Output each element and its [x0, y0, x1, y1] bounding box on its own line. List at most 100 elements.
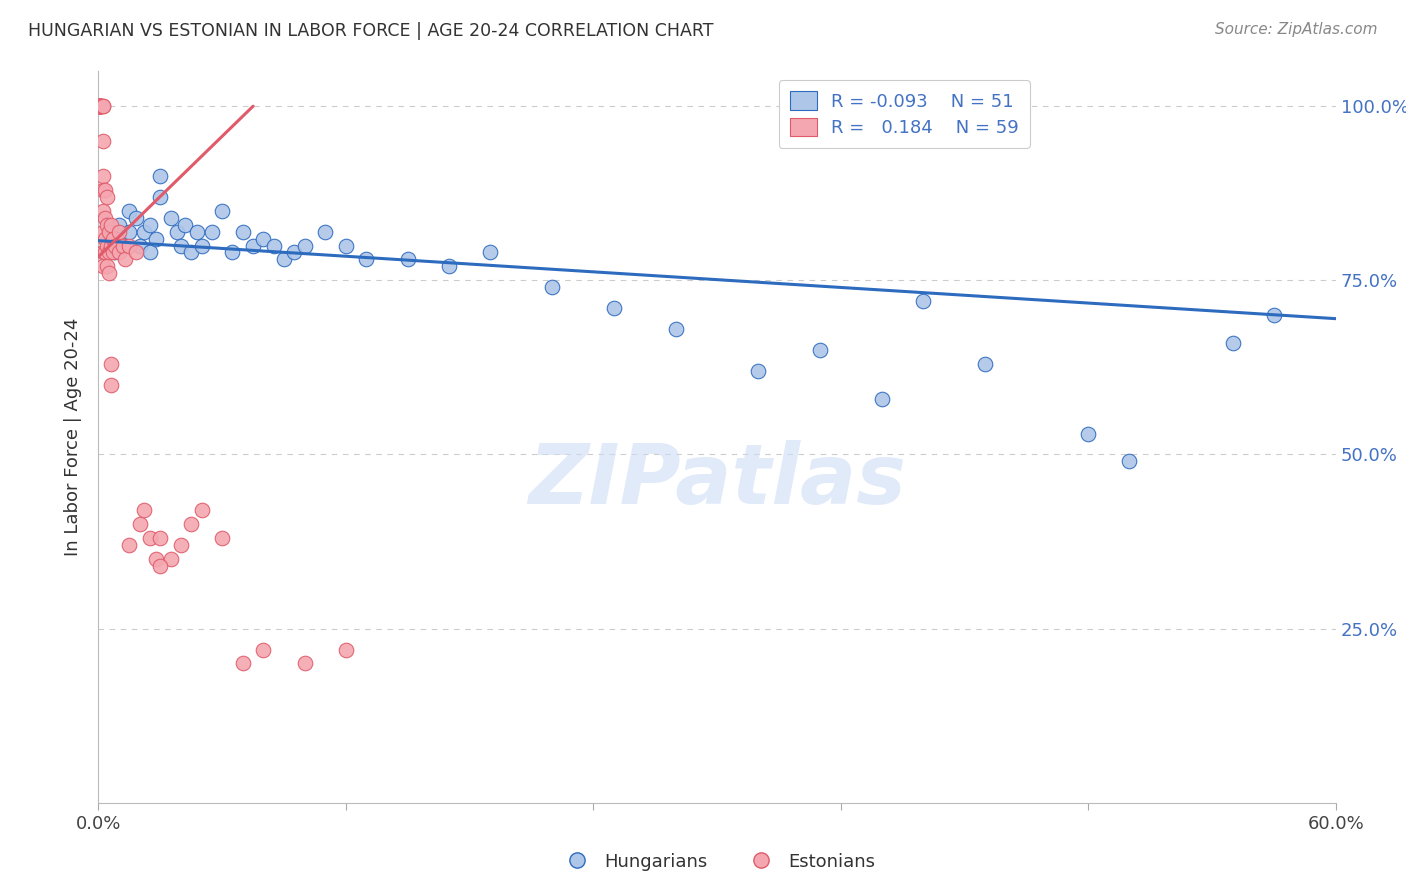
Point [174, 218, 197, 232]
Point [91, 183, 114, 197]
Point [242, 238, 264, 252]
Point [101, 231, 124, 245]
Point [124, 211, 146, 225]
Point [108, 231, 131, 245]
Point [211, 203, 233, 218]
Point [124, 245, 146, 260]
Point [118, 238, 141, 252]
Point [149, 558, 172, 573]
Point [93, 183, 115, 197]
Point [91, 99, 114, 113]
Point [356, 252, 378, 267]
Point [89, 99, 111, 113]
Point [170, 538, 193, 552]
Point [335, 642, 357, 657]
Point [1263, 308, 1285, 322]
Point [139, 531, 162, 545]
Point [186, 225, 208, 239]
Point [118, 538, 141, 552]
Point [101, 225, 124, 239]
Point [541, 280, 564, 294]
Point [747, 364, 769, 378]
Point [437, 260, 460, 274]
Point [91, 260, 114, 274]
Point [149, 190, 172, 204]
Point [149, 169, 172, 183]
Point [145, 552, 167, 566]
Point [100, 218, 122, 232]
Point [112, 238, 135, 252]
Point [112, 238, 135, 252]
Point [166, 225, 188, 239]
Point [145, 231, 167, 245]
Point [252, 231, 274, 245]
Point [97, 266, 120, 280]
Point [149, 531, 172, 545]
Point [232, 657, 254, 671]
Point [335, 238, 357, 252]
Point [97, 245, 120, 260]
Point [132, 503, 155, 517]
Point [91, 245, 114, 260]
Point [139, 245, 162, 260]
Point [479, 245, 502, 260]
Point [273, 252, 295, 267]
Point [294, 657, 316, 671]
Point [314, 225, 336, 239]
Point [118, 225, 141, 239]
Point [89, 99, 111, 113]
Point [100, 357, 122, 371]
Point [97, 225, 120, 239]
Point [108, 245, 131, 260]
Point [603, 301, 626, 316]
Point [91, 169, 114, 183]
Point [91, 203, 114, 218]
Point [89, 99, 111, 113]
Point [190, 503, 212, 517]
Point [100, 238, 122, 252]
Point [96, 260, 118, 274]
Point [114, 252, 136, 267]
Point [211, 531, 233, 545]
Point [108, 225, 131, 239]
Y-axis label: In Labor Force | Age 20-24: In Labor Force | Age 20-24 [65, 318, 83, 557]
Point [128, 238, 150, 252]
Point [104, 238, 127, 252]
Point [1077, 426, 1099, 441]
Point [96, 190, 118, 204]
Point [93, 211, 115, 225]
Legend: Hungarians, Estonians: Hungarians, Estonians [551, 846, 883, 878]
Text: Source: ZipAtlas.com: Source: ZipAtlas.com [1215, 22, 1378, 37]
Point [89, 99, 111, 113]
Point [96, 238, 118, 252]
Point [93, 231, 115, 245]
Point [252, 642, 274, 657]
Point [912, 294, 935, 309]
Point [91, 225, 114, 239]
Point [128, 517, 150, 532]
Point [1222, 336, 1244, 351]
Point [97, 238, 120, 252]
Point [870, 392, 893, 406]
Text: HUNGARIAN VS ESTONIAN IN LABOR FORCE | AGE 20-24 CORRELATION CHART: HUNGARIAN VS ESTONIAN IN LABOR FORCE | A… [28, 22, 714, 40]
Point [180, 245, 202, 260]
Point [170, 238, 193, 252]
Point [190, 238, 212, 252]
Point [100, 377, 122, 392]
Point [108, 218, 131, 232]
Point [101, 245, 124, 260]
Point [974, 357, 997, 371]
Point [104, 245, 127, 260]
Point [89, 99, 111, 113]
Text: ZIPatlas: ZIPatlas [529, 441, 905, 522]
Point [221, 245, 243, 260]
Point [91, 134, 114, 148]
Point [132, 225, 155, 239]
Point [89, 99, 111, 113]
Point [283, 245, 305, 260]
Point [139, 218, 162, 232]
Point [159, 211, 181, 225]
Point [91, 99, 114, 113]
Point [96, 218, 118, 232]
Point [1118, 454, 1140, 468]
